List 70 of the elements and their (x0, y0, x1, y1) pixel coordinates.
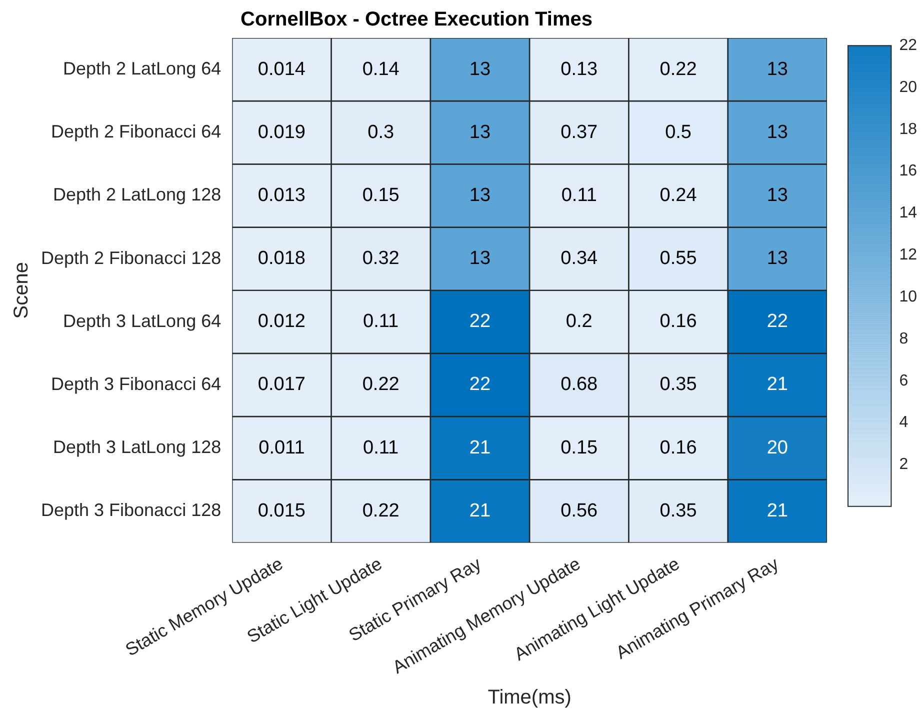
y-tick-label: Depth 3 LatLong 64 (62, 310, 222, 331)
color-bar-label: 22 (899, 37, 918, 54)
data-label: 0.011 (258, 437, 305, 458)
data-label: 13 (469, 122, 491, 143)
data-label: 0.37 (560, 122, 598, 143)
y-tick-label: Depth 2 Fibonacci 64 (51, 122, 222, 142)
data-label: 0.014 (258, 58, 306, 80)
data-label: 0.14 (362, 58, 400, 80)
data-label: 13 (766, 184, 788, 206)
color-bar-label: 10 (899, 288, 918, 306)
data-label: 0.018 (258, 248, 306, 270)
data-label: 0.11 (561, 184, 597, 206)
data-label: 0.68 (560, 374, 598, 396)
data-label: 0.22 (362, 500, 400, 522)
data-label: 22 (469, 374, 491, 396)
data-label: 0.32 (362, 248, 400, 270)
y-tick-label: Depth 3 LatLong 128 (52, 437, 222, 458)
data-label: 0.3 (368, 122, 394, 143)
data-label: 21 (469, 437, 491, 458)
color-bar-label: 4 (899, 414, 908, 432)
data-label: 0.5 (665, 122, 692, 143)
data-label: 0.24 (660, 184, 698, 206)
data-label: 21 (469, 500, 491, 522)
data-label: 0.16 (660, 437, 697, 458)
color-bar-label: 2 (899, 456, 908, 474)
y-tick-label: Depth 3 Fibonacci 64 (51, 374, 222, 394)
y-tick-label: Depth 2 Fibonacci 128 (40, 248, 222, 268)
data-label: 0.22 (660, 58, 697, 80)
data-label: 21 (766, 500, 788, 522)
data-label: 22 (469, 311, 491, 332)
y-axis-title: Scene (10, 262, 33, 319)
data-label: 0.16 (660, 311, 697, 332)
data-label: 0.56 (560, 500, 598, 522)
data-label: 13 (469, 58, 491, 80)
data-label: 20 (766, 437, 788, 458)
data-label: 0.55 (660, 248, 697, 270)
x-axis-title: Time(ms) (488, 686, 572, 709)
data-label: 0.35 (660, 500, 697, 522)
data-label: 0.22 (362, 374, 400, 396)
data-label: 0.11 (363, 437, 399, 458)
data-label: 0.015 (258, 500, 306, 522)
color-bar-label: 6 (899, 372, 908, 390)
color-bar-label: 16 (899, 162, 918, 180)
data-label: 22 (766, 311, 788, 332)
color-bar-label: 18 (899, 120, 918, 138)
data-label: 0.013 (258, 184, 306, 206)
y-tick-label: Depth 3 Fibonacci 128 (40, 500, 222, 520)
data-label: 13 (766, 122, 788, 143)
data-label: 0.2 (566, 311, 592, 332)
color-bar-label: 12 (899, 246, 918, 264)
y-tick-label: Depth 2 LatLong 64 (62, 58, 222, 79)
color-bar-label: 14 (899, 204, 918, 222)
data-label: 13 (766, 248, 788, 270)
chart-title: CornellBox - Octree Execution Times (240, 8, 592, 31)
data-label: 0.35 (660, 374, 697, 396)
data-label: 0.012 (258, 311, 306, 332)
data-label: 0.019 (258, 122, 306, 143)
data-label: 13 (766, 58, 788, 80)
color-bar-label: 20 (899, 78, 918, 96)
data-label: 0.34 (560, 248, 598, 270)
data-label: 13 (469, 248, 491, 270)
data-label: 0.15 (362, 184, 400, 206)
data-label: 0.13 (560, 58, 598, 80)
data-label: 0.11 (363, 311, 399, 332)
y-tick-label: Depth 2 LatLong 128 (52, 184, 222, 205)
data-label: 21 (766, 374, 788, 396)
data-label: 0.15 (560, 437, 598, 458)
data-label: 0.017 (258, 374, 306, 396)
data-label: 13 (469, 184, 491, 206)
color-bar-label: 8 (899, 330, 908, 348)
